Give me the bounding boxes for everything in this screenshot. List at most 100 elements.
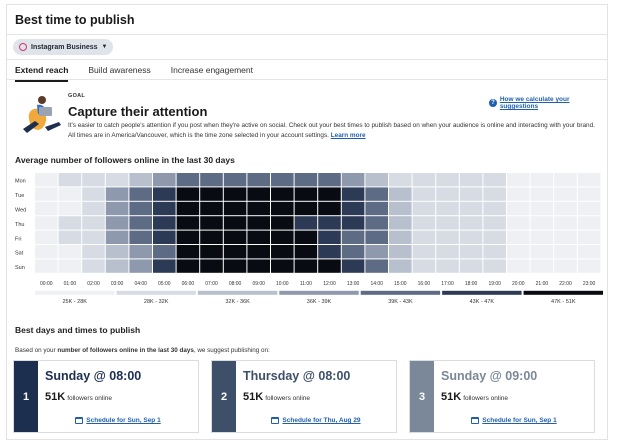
heatmap-cell [223,216,247,230]
account-selector[interactable]: Instagram Business ▼ [13,39,114,55]
hour-label: 05:00 [158,281,171,287]
heatmap-cell [507,230,530,244]
schedule-button[interactable]: Schedule for Sun, Sep 1 [410,417,594,424]
heatmap-cell [294,245,318,259]
legend-label: 39K - 43K [388,299,413,303]
heatmap-cell [294,216,318,230]
followers-online-value: 51K followers online [441,391,508,403]
hour-label: 14:00 [370,281,383,287]
heatmap-cell [459,201,483,216]
person-with-laptop-illustration [23,96,61,133]
heatmap-cell [247,259,270,273]
schedule-label: Schedule for Sun, Sep 1 [86,417,161,424]
hour-label: 15:00 [394,281,407,287]
heatmap-cell [507,245,530,259]
heatmap-cell [82,173,105,187]
instagram-icon [19,43,27,51]
hour-label: 20:00 [512,281,525,287]
heatmap-cell [223,230,247,244]
heatmap-cell [35,245,58,259]
heatmap-cell [436,187,459,201]
heatmap-cell [35,201,58,216]
heatmap-cell [105,230,129,244]
heatmap-cell [341,230,365,244]
heatmap-cell [436,173,459,187]
heatmap-cell [318,230,341,244]
hour-label: 19:00 [488,281,501,287]
day-label: Mon [15,179,26,185]
heatmap-cell [389,230,412,244]
heatmap-cell [35,216,58,230]
schedule-label: Schedule for Thu, Aug 29 [282,417,361,424]
schedule-button[interactable]: Schedule for Thu, Aug 29 [212,417,396,424]
heatmap-cell [389,187,412,201]
heatmap-cell [483,173,506,187]
heatmap-cell [318,201,341,216]
tab-increase-engagement[interactable]: Increase engagement [170,65,253,75]
heatmap-cell [105,201,129,216]
heatmap-cell [341,187,365,201]
legend-label: 25K - 28K [62,299,87,303]
heatmap-cell [129,259,152,273]
heatmap-cell [436,201,459,216]
heatmap-cell [554,245,577,259]
heatmap-cell [58,216,82,230]
tab-build-awareness[interactable]: Build awareness [88,65,151,75]
how-we-calculate-link[interactable]: ? How we calculate your suggestions [489,96,607,110]
hour-label: 06:00 [182,281,195,287]
heatmap-cell [82,259,105,273]
heatmap-cell [223,201,247,216]
heatmap-cell [554,216,577,230]
heatmap-cell [105,259,129,273]
heatmap-cell [365,201,388,216]
subtitle-bold: number of followers online in the last 3… [57,347,194,354]
heatmap-cell [577,230,601,244]
heatmap-cell [35,230,58,244]
heatmap-cell [176,173,200,187]
goal-tabs: Extend reach Build awareness Increase en… [15,63,273,82]
hour-label: 00:00 [40,281,53,287]
heatmap-cell [436,259,459,273]
heatmap-cell [530,173,554,187]
suggestion-card-1: 1 Sunday @ 08:00 51K followers online Sch… [13,360,199,433]
heatmap-cell [271,216,294,230]
divider [7,34,607,35]
best-days-subtitle: Based on your number of followers online… [15,347,270,354]
legend-label: 36K - 39K [307,299,332,303]
schedule-label: Schedule for Sun, Sep 1 [482,417,557,424]
goal-description: It's easier to catch people's attention … [68,121,603,140]
day-label: Sat [15,251,24,257]
heatmap-cell [82,187,105,201]
tab-extend-reach[interactable]: Extend reach [15,63,69,82]
best-time-panel: Best time to publish Instagram Business … [6,4,608,440]
heatmap-cell [247,230,270,244]
followers-heatmap: Mon Tue Wed Thu Fri Sat Sun 00:00 01:00 02:00 03:0… [15,173,603,303]
legend-swatch [523,290,603,295]
hour-label: 10:00 [276,281,289,287]
hour-label: 21:00 [536,281,549,287]
heatmap-cell [247,173,270,187]
heatmap-cell [577,173,601,187]
heatmap-cell [58,187,82,201]
heatmap-cell [577,245,601,259]
learn-more-link[interactable]: Learn more [330,131,366,139]
calendar-icon [471,417,480,424]
day-label: Fri [15,236,21,242]
heatmap-cell [341,216,365,230]
heatmap-cell [436,216,459,230]
value-unit: followers online [265,395,310,402]
heatmap-cell [365,187,388,201]
heatmap-cell [577,201,601,216]
heatmap-cell [153,259,176,273]
subtitle-suffix: , we suggest publishing on: [193,347,270,354]
heatmap-cell [200,216,223,230]
value-number: 51K [243,391,264,403]
heatmap-cell [200,201,223,216]
schedule-button[interactable]: Schedule for Sun, Sep 1 [14,417,198,424]
value-number: 51K [45,391,66,403]
heatmap-cell [412,201,436,216]
heatmap-cell [223,259,247,273]
heatmap-cell [530,230,554,244]
legend-swatch [116,290,196,295]
heatmap-cell [58,230,82,244]
